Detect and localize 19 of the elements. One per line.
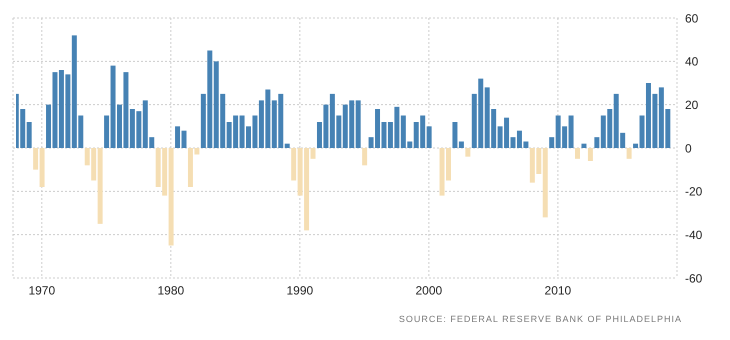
y-tick-label: 20 <box>685 98 699 112</box>
bar <box>362 148 368 166</box>
source-note: SOURCE: FEDERAL RESERVE BANK OF PHILADELPHIA <box>398 314 683 324</box>
bar <box>465 148 470 157</box>
y-tick-label: -40 <box>685 228 703 242</box>
x-tick-label: 1990 <box>286 284 314 298</box>
x-tick-label: 1980 <box>157 284 184 298</box>
bar <box>626 148 632 159</box>
y-tick-label: 40 <box>685 54 699 69</box>
bar <box>588 148 593 161</box>
y-tick-label: 0 <box>685 141 692 156</box>
x-tick-label: 1970 <box>28 284 56 298</box>
bar <box>581 144 586 148</box>
y-tick-label: -60 <box>685 271 703 286</box>
y-tick-label: 60 <box>685 11 699 26</box>
y-tick-label: -20 <box>685 184 703 199</box>
x-tick-label: 2000 <box>416 284 443 298</box>
x-tick-label: 2010 <box>544 284 572 298</box>
bar <box>575 148 580 159</box>
